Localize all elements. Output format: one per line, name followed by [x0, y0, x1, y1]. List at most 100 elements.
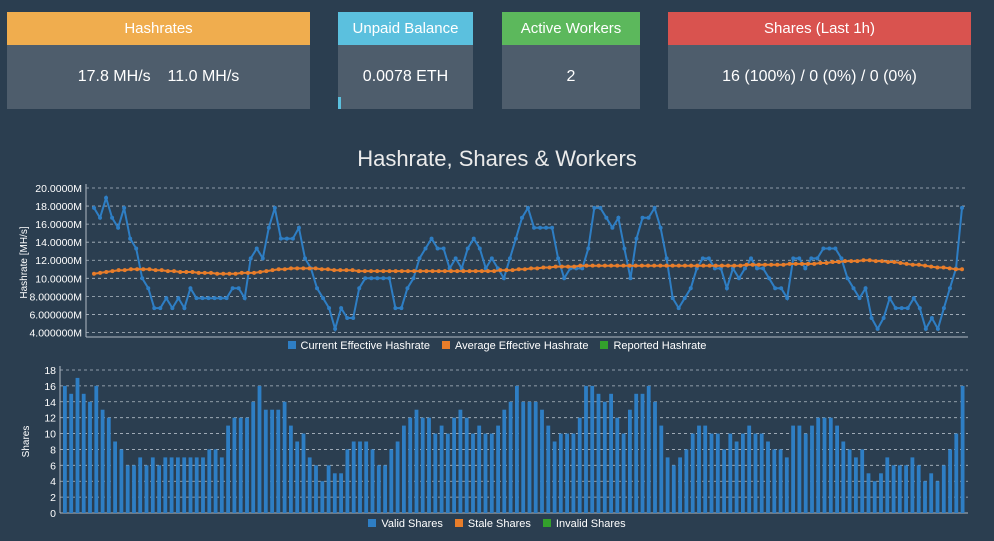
- data-point: [670, 263, 675, 268]
- data-point: [435, 246, 440, 251]
- data-point: [147, 267, 152, 272]
- data-point: [803, 266, 808, 271]
- share-bar: [232, 417, 237, 513]
- share-bar: [690, 433, 695, 513]
- data-point: [750, 262, 755, 267]
- data-point: [622, 246, 627, 251]
- y-tick-label: 16.0000M: [35, 219, 82, 231]
- data-point: [230, 286, 235, 291]
- share-bar: [923, 481, 927, 513]
- share-bar: [753, 433, 758, 513]
- legend-item[interactable]: Current Effective Hashrate: [287, 340, 430, 352]
- y-tick-label: 14: [44, 397, 56, 409]
- data-point: [664, 263, 669, 268]
- hashrates-card-value: 17.8 MH/s 11.0 MH/s: [7, 45, 310, 109]
- data-point: [756, 262, 761, 267]
- data-point: [532, 225, 537, 230]
- share-bar: [640, 393, 645, 513]
- data-point: [92, 205, 96, 210]
- share-bar: [960, 385, 965, 513]
- data-point: [170, 306, 175, 311]
- share-bar: [113, 441, 117, 513]
- share-bar: [144, 465, 149, 513]
- data-point: [664, 256, 669, 261]
- data-point: [110, 269, 115, 274]
- data-point: [627, 263, 632, 268]
- share-bar: [188, 457, 193, 513]
- share-bar: [759, 433, 764, 513]
- data-point: [172, 269, 177, 274]
- share-bar: [402, 425, 406, 513]
- data-point: [254, 246, 259, 251]
- share-bar: [621, 433, 626, 513]
- share-bar: [590, 385, 595, 513]
- data-point: [128, 267, 133, 272]
- share-bar: [879, 473, 883, 513]
- share-bar: [489, 433, 494, 513]
- hashrate-chart-legend: Current Effective Hashrate Average Effect…: [0, 340, 994, 352]
- y-tick-label: 12.0000M: [35, 255, 82, 267]
- legend-item[interactable]: Stale Shares: [454, 518, 531, 530]
- share-bar: [584, 385, 588, 513]
- data-point: [184, 269, 189, 274]
- data-point: [479, 269, 484, 274]
- share-bar: [445, 433, 450, 513]
- data-point: [843, 259, 848, 264]
- share-bar: [678, 457, 682, 513]
- data-point: [236, 286, 241, 291]
- data-point: [333, 326, 338, 331]
- data-point: [535, 266, 540, 271]
- data-point: [615, 263, 620, 268]
- share-bar: [866, 473, 871, 513]
- data-point: [761, 266, 766, 271]
- legend-item[interactable]: Valid Shares: [368, 518, 443, 530]
- share-bar: [929, 473, 934, 513]
- share-bar: [841, 441, 846, 513]
- data-point: [393, 306, 398, 311]
- share-bar: [420, 417, 425, 513]
- hashrates-card: Hashrates 17.8 MH/s 11.0 MH/s: [7, 12, 310, 109]
- data-point: [218, 296, 223, 301]
- active-workers-card: Active Workers 2: [502, 12, 640, 109]
- data-point: [799, 261, 804, 266]
- data-point: [513, 236, 518, 241]
- share-bar: [527, 401, 532, 513]
- data-point: [935, 265, 940, 270]
- data-point: [724, 286, 729, 291]
- data-point: [296, 225, 301, 230]
- legend-item[interactable]: Reported Hashrate: [600, 340, 706, 352]
- data-point: [639, 263, 644, 268]
- data-point: [176, 296, 181, 301]
- data-point: [182, 306, 187, 311]
- data-point: [206, 296, 211, 301]
- data-point: [559, 264, 564, 269]
- data-point: [785, 296, 790, 301]
- active-workers-value: 2: [566, 68, 576, 85]
- legend-item[interactable]: Invalid Shares: [542, 518, 626, 530]
- data-point: [278, 236, 283, 241]
- data-point: [960, 205, 964, 210]
- share-bar: [822, 417, 827, 513]
- share-bar: [596, 393, 601, 513]
- shares-card: Shares (Last 1h) 16 (100%) / 0 (0%) / 0 …: [668, 12, 971, 109]
- share-bar: [577, 417, 582, 513]
- data-point: [584, 263, 589, 268]
- legend-item[interactable]: Average Effective Hashrate: [441, 340, 588, 352]
- data-point: [504, 268, 509, 273]
- y-axis-label: Shares: [21, 426, 32, 458]
- share-bar: [81, 393, 86, 513]
- data-point: [916, 262, 921, 267]
- y-tick-label: 8.000000M: [29, 291, 82, 303]
- share-bar: [88, 401, 92, 513]
- data-point: [899, 306, 904, 311]
- data-point: [302, 256, 307, 261]
- share-bar: [885, 457, 890, 513]
- data-point: [904, 261, 909, 266]
- data-point: [196, 270, 201, 275]
- data-point: [405, 286, 410, 291]
- data-point: [732, 263, 737, 268]
- data-point: [461, 269, 466, 274]
- share-bar: [941, 465, 946, 513]
- share-bar: [471, 433, 475, 513]
- data-point: [562, 276, 567, 281]
